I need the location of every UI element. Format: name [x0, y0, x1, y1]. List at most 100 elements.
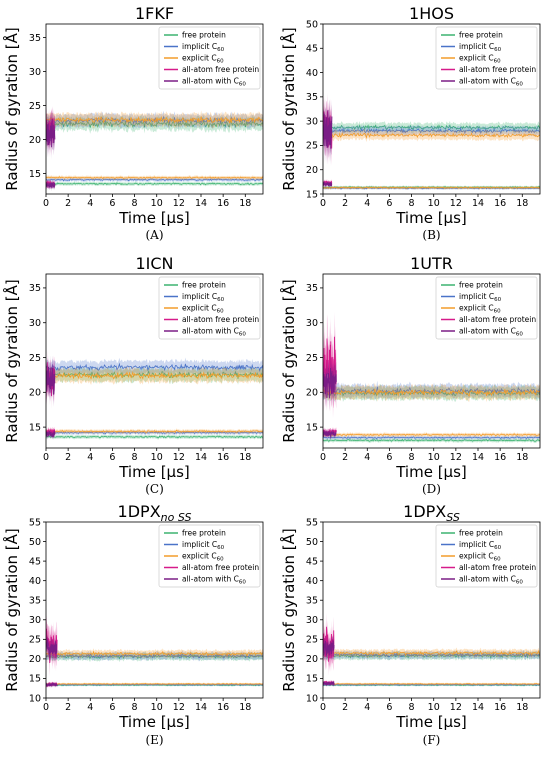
series-line-allatom_c60-high — [323, 109, 333, 149]
plot-area — [323, 92, 540, 190]
legend-box — [435, 524, 538, 588]
y-tick-label: 20 — [306, 165, 318, 176]
y-tick-label: 25 — [306, 635, 318, 646]
series-line-implicit_c60-high — [323, 127, 540, 135]
y-tick-label: 30 — [29, 67, 41, 78]
x-tick-label: 10 — [428, 198, 440, 209]
chart-panel-6: 0 2 4 6 8 10 12 14 16 18 10 15 20 25 30 35 40 45 50 55 1DPXS… — [279, 502, 541, 747]
x-tick-label: 6 — [386, 702, 392, 713]
y-tick-label: 30 — [306, 615, 318, 626]
x-tick-label: 6 — [109, 452, 115, 463]
y-tick-label: 20 — [29, 654, 41, 665]
series-line-implicit_c60-low — [46, 683, 263, 686]
x-tick-label: 16 — [217, 198, 229, 209]
y-tick-label: 35 — [306, 283, 318, 294]
y-tick-label: 35 — [29, 596, 41, 607]
series-line-explicit_c60-high — [323, 388, 540, 397]
x-tick-label: 6 — [109, 702, 115, 713]
legend-label-explicit_c60: explicit C60 — [459, 552, 501, 563]
series-line-allatom_c60-low — [323, 430, 337, 439]
x-tick-label: 14 — [472, 702, 484, 713]
panel-title: 1UTR — [410, 254, 453, 273]
x-axis-label: Time [μs] — [395, 713, 467, 731]
y-tick-label: 20 — [306, 654, 318, 665]
x-tick-label: 14 — [472, 198, 484, 209]
x-tick-label: 10 — [151, 702, 163, 713]
series-band-explicit_c60-low — [46, 175, 263, 181]
panel-label: (B) — [422, 228, 440, 242]
legend-label-explicit_c60: explicit C60 — [459, 54, 501, 65]
plot-area — [46, 349, 263, 441]
legend-label-implicit_c60: implicit C60 — [182, 292, 225, 303]
x-tick-label: 2 — [342, 702, 348, 713]
panel-label: (A) — [145, 228, 163, 242]
series-line-free_protein-high — [323, 124, 540, 131]
x-tick-label: 16 — [217, 452, 229, 463]
chart-panel-3: 0 2 4 6 8 10 12 14 16 18 15 20 25 30 35 1ICN Time [μs] Ra… — [2, 254, 264, 496]
y-tick-label: 30 — [29, 615, 41, 626]
axes-frame — [322, 273, 541, 449]
series-line-explicit_c60-low — [323, 186, 540, 189]
x-tick-label: 16 — [494, 198, 506, 209]
x-tick-label: 18 — [516, 198, 528, 209]
x-axis-label: Time [μs] — [118, 209, 190, 227]
legend-label-explicit_c60: explicit C60 — [182, 552, 224, 563]
x-tick-label: 0 — [320, 452, 326, 463]
series-line-explicit_c60-high — [46, 115, 263, 124]
x-tick-label: 16 — [494, 452, 506, 463]
series-line-implicit_c60-low — [323, 436, 540, 440]
legend-label-free_protein: free protein — [459, 529, 503, 538]
y-tick-label: 15 — [306, 674, 318, 685]
x-axis-label: Time [μs] — [395, 209, 467, 227]
axes-frame — [45, 23, 264, 195]
y-tick-label: 50 — [306, 537, 318, 548]
x-tick-label: 0 — [43, 452, 49, 463]
axes-frame — [45, 521, 264, 699]
series-line-explicit_c60-low — [46, 429, 263, 433]
series-line-allatom_c60-low — [46, 182, 56, 189]
x-tick-label: 12 — [173, 702, 185, 713]
series-line-allatom_c60-high — [46, 639, 58, 658]
x-tick-label: 2 — [65, 198, 71, 209]
y-tick-label: 25 — [29, 635, 41, 646]
legend-box — [435, 26, 538, 90]
y-tick-label: 35 — [306, 596, 318, 607]
y-tick-label: 45 — [29, 556, 41, 567]
legend-label-free_protein: free protein — [182, 529, 226, 538]
series-line-explicit_c60-high — [46, 650, 263, 657]
y-tick-label: 20 — [29, 135, 41, 146]
legend-label-free_protein: free protein — [182, 281, 226, 290]
y-tick-label: 35 — [29, 283, 41, 294]
x-axis-label: Time [μs] — [118, 463, 190, 481]
series-band-free_protein-high — [46, 365, 263, 385]
legend-label-allatom_c60: all-atom with C60 — [459, 77, 523, 88]
legend-label-implicit_c60: implicit C60 — [459, 42, 502, 53]
y-tick-label: 10 — [306, 693, 318, 704]
legend-label-allatom_c60: all-atom with C60 — [459, 327, 523, 338]
axes-frame — [322, 521, 541, 699]
y-tick-label: 50 — [29, 537, 41, 548]
plot-area — [323, 613, 540, 688]
legend-label-allatom_c60: all-atom with C60 — [182, 327, 246, 338]
y-axis-label: Radius of gyration [Å] — [279, 528, 298, 692]
x-tick-label: 12 — [450, 198, 462, 209]
series-line-free_protein-low — [46, 435, 263, 439]
y-tick-label: 55 — [29, 517, 41, 528]
y-tick-label: 30 — [306, 116, 318, 127]
y-tick-label: 40 — [29, 576, 41, 587]
y-tick-label: 30 — [29, 318, 41, 329]
x-tick-label: 18 — [239, 452, 251, 463]
legend-box — [158, 524, 261, 588]
y-tick-label: 50 — [306, 19, 318, 30]
legend-label-allatom_free: all-atom free protein — [182, 65, 259, 74]
series-line-allatom_c60-high — [46, 363, 56, 395]
legend-label-allatom_free: all-atom free protein — [459, 315, 536, 324]
axes-frame — [322, 23, 541, 195]
legend-box — [158, 26, 261, 90]
series-line-explicit_c60-low — [46, 176, 263, 180]
series-line-allatom_c60-high — [323, 367, 337, 399]
y-tick-label: 15 — [29, 674, 41, 685]
panel-label: (F) — [423, 733, 441, 747]
